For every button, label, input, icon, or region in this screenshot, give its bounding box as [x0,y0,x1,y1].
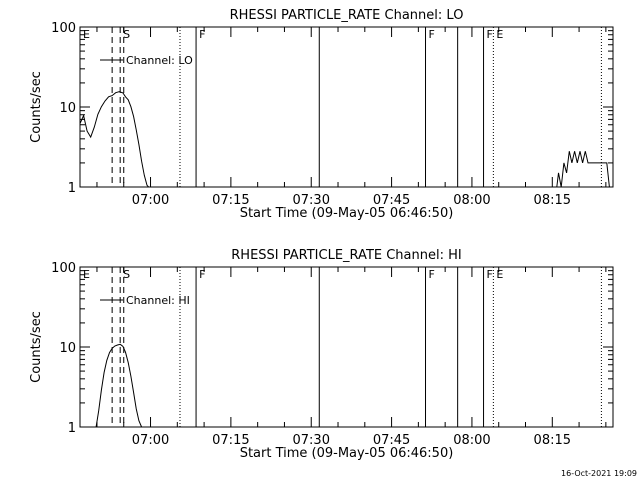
hi-annotation-label-5: F [199,268,205,281]
plot-timestamp: 16-Oct-2021 19:09 [561,469,637,478]
hi-series-line-0 [95,343,143,428]
lo-annotation-label-1: S [123,28,130,41]
lo-x-tick-label-07:15: 07:15 [212,193,249,208]
lo-x-tick-label-08:15: 08:15 [534,193,571,208]
lo-annotation-label-9: F [487,28,493,41]
lo-legend-label: Channel: LO [126,54,193,67]
hi-x-tick-label-07:45: 07:45 [373,433,410,448]
hi-x-tick-label-07:00: 07:00 [132,433,169,448]
hi-y-axis-label: Counts/sec [29,311,44,383]
hi-chart-title: RHESSI PARTICLE_RATE Channel: HI [231,248,461,263]
hi-y-tick-label-100: 100 [51,261,76,276]
hi-x-tick-label-08:15: 08:15 [534,433,571,448]
hi-x-axis-label: Start Time (09-May-05 06:46:50) [240,446,454,461]
lo-annotation-label-10: E [496,28,503,41]
lo-x-tick-label-07:30: 07:30 [293,193,330,208]
hi-x-tick-label-07:30: 07:30 [293,433,330,448]
hi-panel: RHESSI PARTICLE_RATE Channel: HI 1 10 100 07… [29,248,614,461]
lo-annotation-label-7: F [429,28,435,41]
lo-annotation-label-0: E [83,28,90,41]
hi-annotation-label-0: E [83,268,90,281]
hi-annotation-label-1: S [123,268,130,281]
hi-x-tick-label-07:15: 07:15 [212,433,249,448]
lo-annotation-label-5: F [199,28,205,41]
lo-y-tick-label-10: 10 [59,101,76,116]
hi-y-tick-label-10: 10 [59,341,76,356]
lo-series-line-0 [79,91,150,188]
lo-chart-title: RHESSI PARTICLE_RATE Channel: LO [230,8,464,23]
lo-x-tick-label-07:00: 07:00 [132,193,169,208]
hi-annotation-label-9: F [487,268,493,281]
lo-series-line-1 [556,151,610,188]
lo-y-tick-label-100: 100 [51,21,76,36]
hi-x-tick-label-08:00: 08:00 [453,433,490,448]
lo-x-tick-label-07:45: 07:45 [373,193,410,208]
hi-annotation-label-7: F [429,268,435,281]
hi-y-tick-label-1: 1 [68,421,76,436]
lo-y-tick-label-1: 1 [68,181,76,196]
lo-panel: RHESSI PARTICLE_RATE Channel: LO 1 10 100 07… [29,8,614,221]
lo-x-tick-label-08:00: 08:00 [453,193,490,208]
hi-legend-label: Channel: HI [126,294,190,307]
hi-annotation-label-10: E [496,268,503,281]
lo-x-axis-label: Start Time (09-May-05 06:46:50) [240,206,454,221]
lo-y-axis-label: Counts/sec [29,71,44,143]
